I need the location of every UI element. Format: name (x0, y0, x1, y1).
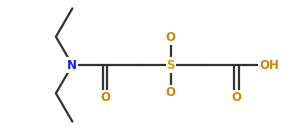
Text: N: N (67, 59, 77, 72)
Text: O: O (232, 91, 242, 104)
Text: S: S (167, 59, 175, 72)
Text: OH: OH (259, 59, 279, 72)
Text: O: O (100, 91, 110, 104)
Text: O: O (166, 86, 176, 99)
Text: O: O (166, 31, 176, 44)
